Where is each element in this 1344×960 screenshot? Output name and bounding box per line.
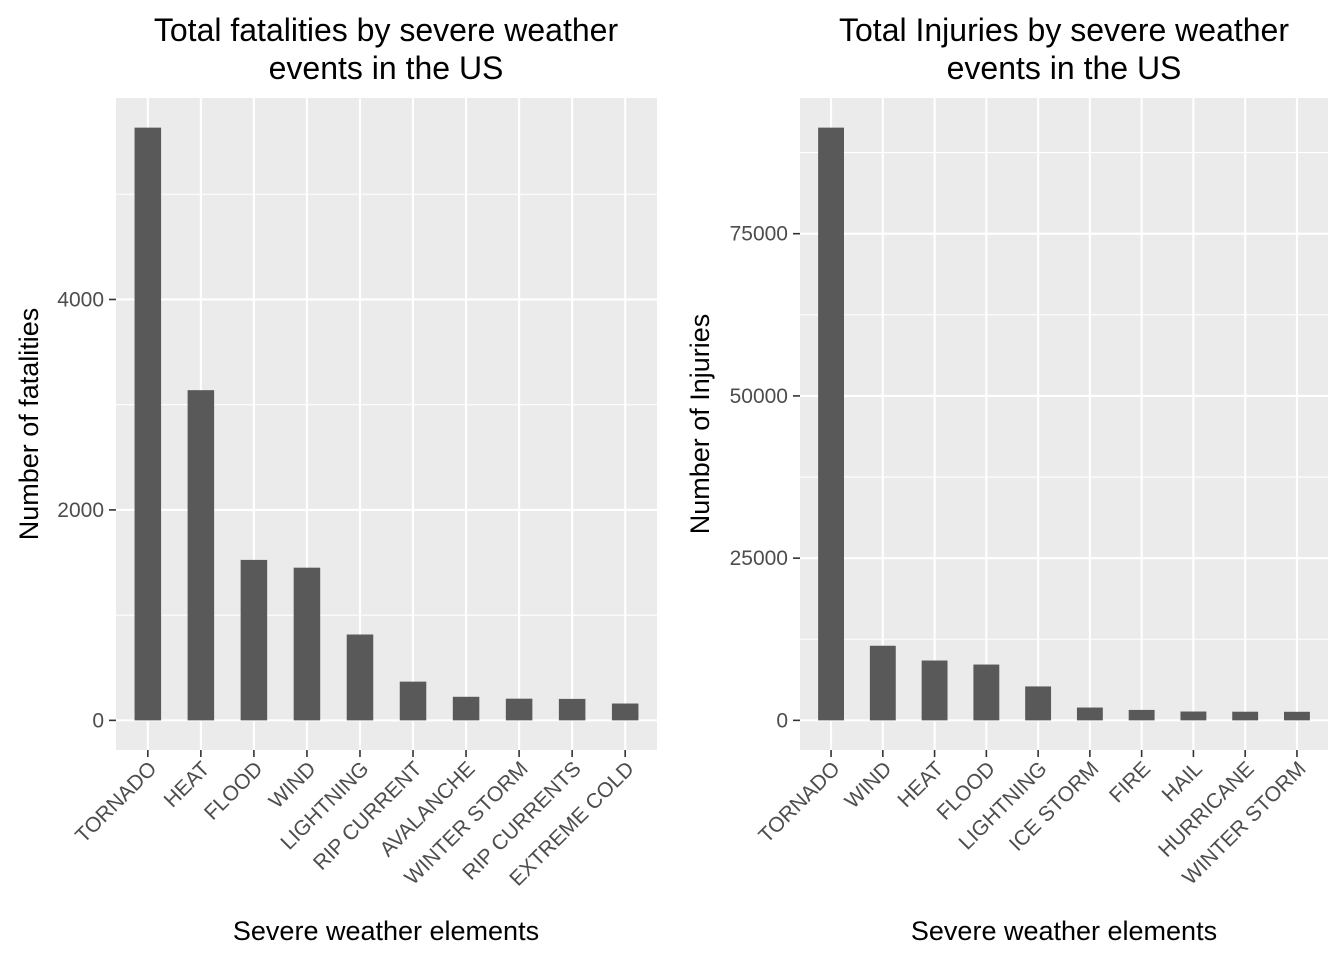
fatalities-bars <box>134 127 639 721</box>
fatalities-bar-wind <box>293 567 321 721</box>
injuries-y-axis: 0 25000 50000 75000 <box>730 223 800 732</box>
fatalities-y-axis: 0 2000 4000 <box>57 288 116 732</box>
injuries-bar-hail <box>1180 711 1207 721</box>
injuries-bar-heat <box>921 660 948 721</box>
fatalities-chart-title-line-2: events in the US <box>269 50 504 86</box>
fatalities-y-tick-label: 4000 <box>57 288 104 311</box>
injuries-x-axis-title: Severe weather elements <box>911 916 1217 946</box>
injuries-y-tick-label: 75000 <box>730 223 788 246</box>
fatalities-bar-rip-currents <box>558 698 586 721</box>
injuries-bar-hurricane <box>1232 711 1259 721</box>
fatalities-x-axis-title: Severe weather elements <box>233 916 539 946</box>
injuries-bar-fire <box>1128 709 1155 721</box>
fatalities-y-axis-title: Number of fatalities <box>14 308 44 541</box>
fatalities-bar-avalanche <box>452 696 480 721</box>
fatalities-bar-flood <box>240 559 268 721</box>
injuries-bar-flood <box>973 664 1000 721</box>
fatalities-bar-heat <box>187 390 215 721</box>
injuries-plot-panel <box>800 98 1328 750</box>
fatalities-bar-tornado <box>134 127 162 721</box>
fatalities-bar-extreme-cold <box>611 703 639 721</box>
injuries-bar-lightning <box>1025 686 1052 721</box>
fatalities-bar-winter-storm <box>505 698 533 721</box>
injuries-bar-ice-storm <box>1076 707 1103 721</box>
fatalities-bar-lightning <box>346 634 374 721</box>
injuries-y-tick-label: 50000 <box>730 385 788 408</box>
fatalities-chart: Total fatalities by severe weather event… <box>14 12 657 946</box>
injuries-chart-title-line-1: Total Injuries by severe weather <box>839 12 1289 48</box>
injuries-bar-wind <box>869 645 896 721</box>
injuries-bar-tornado <box>818 127 844 721</box>
injuries-bars <box>818 127 1310 721</box>
fatalities-bar-rip-current <box>399 681 427 721</box>
injuries-y-tick-label: 0 <box>776 709 788 732</box>
injuries-chart-title-line-2: events in the US <box>947 50 1182 86</box>
fatalities-chart-title-line-1: Total fatalities by severe weather <box>154 12 619 48</box>
injuries-y-tick-label: 25000 <box>730 547 788 570</box>
fatalities-y-tick-label: 0 <box>92 709 104 732</box>
injuries-y-axis-title: Number of Injuries <box>685 314 715 535</box>
fatalities-y-tick-label: 2000 <box>57 499 104 522</box>
injuries-bar-winter-storm <box>1284 711 1310 721</box>
